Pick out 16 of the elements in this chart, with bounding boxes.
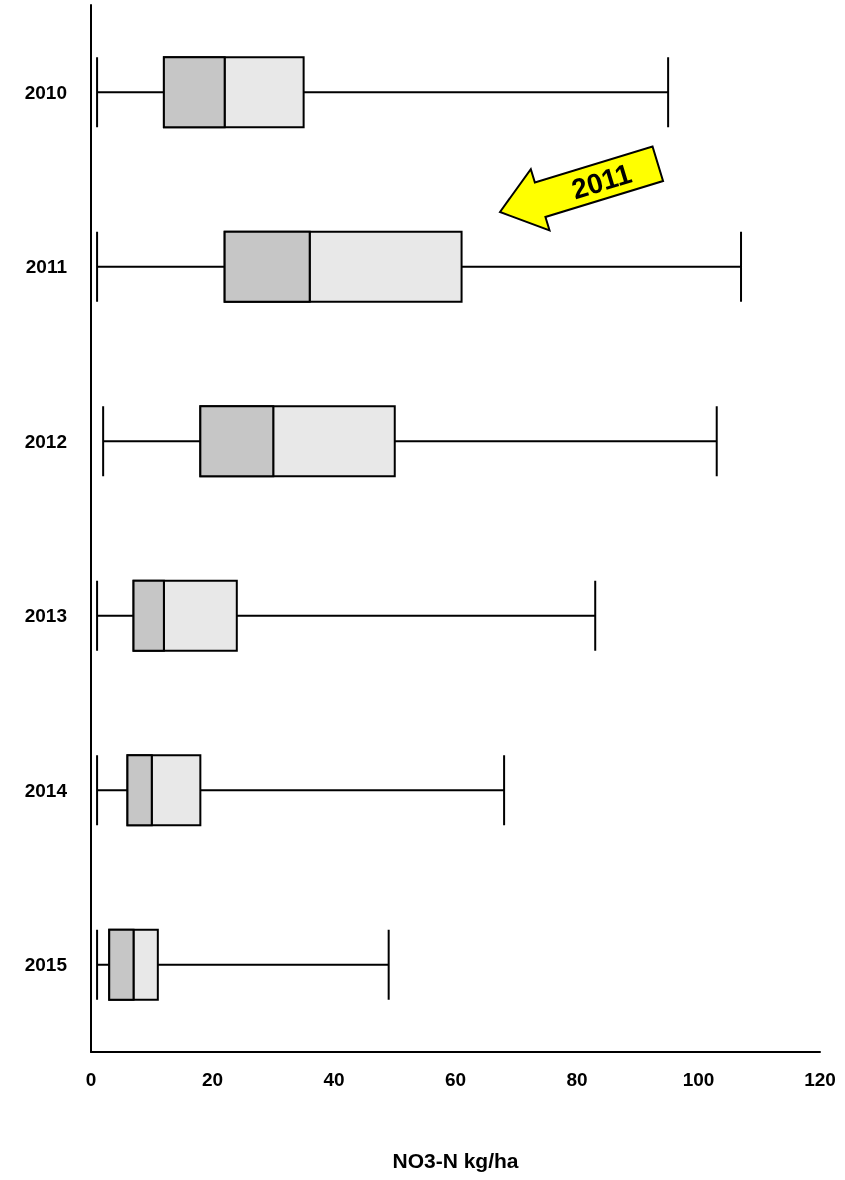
x-tick-label: 120 [804, 1069, 836, 1090]
x-tick-label: 80 [566, 1069, 588, 1090]
x-tick-label: 100 [682, 1069, 715, 1090]
x-tick-label: 0 [85, 1069, 97, 1090]
arrow-icon: 2011 [498, 145, 665, 232]
x-axis-title: NO3-N kg/ha [392, 1149, 519, 1172]
x-tick-label: 60 [444, 1069, 467, 1090]
x-tick-label: 40 [323, 1069, 345, 1090]
x-tick-label: 20 [201, 1069, 224, 1090]
y-tick-label: 2012 [24, 430, 67, 452]
y-tick-label: 2013 [24, 605, 67, 627]
y-tick-label: 2014 [24, 779, 68, 801]
y-tick-label: 2010 [24, 81, 67, 103]
y-tick-label: 2015 [24, 954, 68, 976]
annotation: 2011 [567, 157, 636, 206]
y-tick-label: 2011 [25, 256, 68, 278]
